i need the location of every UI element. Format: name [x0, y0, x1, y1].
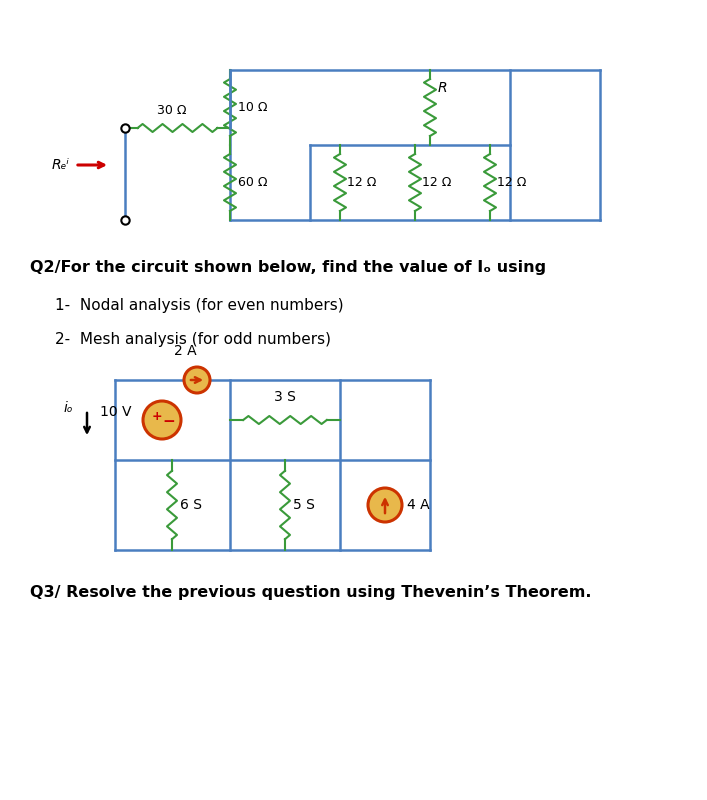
Text: 30 Ω: 30 Ω	[157, 104, 187, 117]
Text: 3 S: 3 S	[274, 390, 296, 404]
Text: 6 S: 6 S	[180, 498, 202, 512]
Text: Q2/For the circuit shown below, find the value of Iₒ using: Q2/For the circuit shown below, find the…	[30, 260, 546, 275]
Circle shape	[184, 367, 210, 393]
Text: +: +	[152, 410, 163, 422]
Text: 10 Ω: 10 Ω	[238, 101, 267, 114]
Text: 12 Ω: 12 Ω	[497, 176, 527, 189]
Text: −: −	[163, 414, 175, 430]
Text: 5 S: 5 S	[293, 498, 315, 512]
Text: 12 Ω: 12 Ω	[422, 176, 451, 189]
Text: 4 A: 4 A	[407, 498, 430, 512]
Text: 12 Ω: 12 Ω	[347, 176, 376, 189]
Text: R: R	[438, 81, 448, 95]
Text: 10 V: 10 V	[100, 405, 132, 419]
Circle shape	[143, 401, 181, 439]
Text: Rₑⁱ: Rₑⁱ	[52, 158, 70, 172]
Text: 60 Ω: 60 Ω	[238, 176, 267, 189]
Circle shape	[368, 488, 402, 522]
Text: Q3/ Resolve the previous question using Thevenin’s Theorem.: Q3/ Resolve the previous question using …	[30, 585, 592, 600]
Text: 1-  Nodal analysis (for even numbers): 1- Nodal analysis (for even numbers)	[55, 298, 344, 313]
Text: iₒ: iₒ	[64, 401, 73, 415]
Text: 2-  Mesh analysis (for odd numbers): 2- Mesh analysis (for odd numbers)	[55, 332, 331, 347]
Text: 2 A: 2 A	[174, 344, 197, 358]
